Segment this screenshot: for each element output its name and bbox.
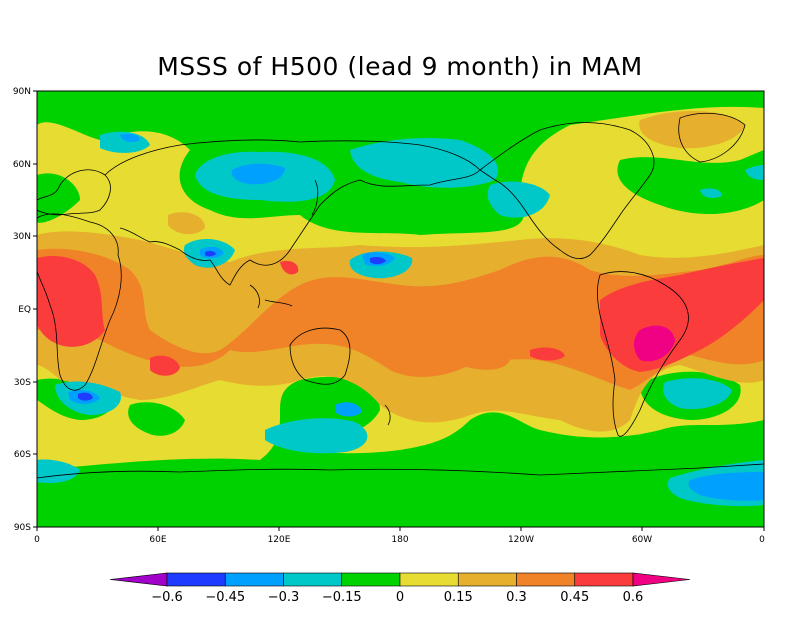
colorbar-swatch xyxy=(283,572,343,587)
colorbar-swatch xyxy=(224,572,284,587)
lat-tick-label: 60S xyxy=(14,450,31,460)
shaded-field xyxy=(37,91,764,527)
colorbar-label: −0.45 xyxy=(205,590,245,605)
level-neg0.6-neg0.45-fill xyxy=(78,250,386,401)
colorbar-swatch xyxy=(457,572,517,587)
lat-tick-label: 90N xyxy=(13,87,31,97)
colorbar-low-triangle xyxy=(109,572,168,587)
lat-tick-label: EQ xyxy=(18,305,31,315)
lat-axis: 90N 60N 30N EQ 30S 60S 90S xyxy=(13,87,37,533)
level-neg0.45-neg0.3-fill xyxy=(68,133,764,501)
colorbar-swatch xyxy=(516,572,576,587)
colorbar-label: 0.45 xyxy=(560,590,589,605)
coastlines xyxy=(37,112,764,479)
colorbar-high-triangle xyxy=(632,572,691,587)
chart-title: MSSS of H500 (lead 9 month) in MAM xyxy=(157,52,643,81)
lat-tick-label: 30S xyxy=(14,378,31,388)
colorbar-label: −0.3 xyxy=(268,590,300,605)
colorbar: −0.6 −0.45 −0.3 −0.15 0 0.15 0.3 0.45 0.6 xyxy=(109,572,691,605)
colorbar-label: −0.15 xyxy=(322,590,362,605)
colorbar-swatch xyxy=(574,572,634,587)
lon-tick-label: 0 xyxy=(759,535,765,545)
level-above-0.6-fill xyxy=(634,325,675,362)
lon-tick-label: 180 xyxy=(391,535,408,545)
colorbar-label: 0 xyxy=(396,590,404,605)
colorbar-label: 0.15 xyxy=(444,590,473,605)
colorbar-swatch xyxy=(166,572,226,587)
lon-tick-label: 120W xyxy=(508,535,534,545)
lat-tick-label: 60N xyxy=(13,160,31,170)
level-0.3-0.45-fill xyxy=(37,248,764,390)
lat-tick-label: 30N xyxy=(13,232,31,242)
colorbar-label: 0.3 xyxy=(506,590,527,605)
colorbar-swatch xyxy=(399,572,459,587)
lat-tick-label: 90S xyxy=(14,523,31,533)
colorbar-label: −0.6 xyxy=(151,590,183,605)
lon-tick-label: 120E xyxy=(268,535,291,545)
lon-tick-label: 0 xyxy=(34,535,40,545)
lon-axis: 0 60E 120E 180 120W 60W 0 xyxy=(34,527,765,545)
colorbar-label: 0.6 xyxy=(623,590,644,605)
lon-tick-label: 60W xyxy=(632,535,652,545)
lon-tick-label: 60E xyxy=(149,535,166,545)
colorbar-swatch xyxy=(341,572,401,587)
